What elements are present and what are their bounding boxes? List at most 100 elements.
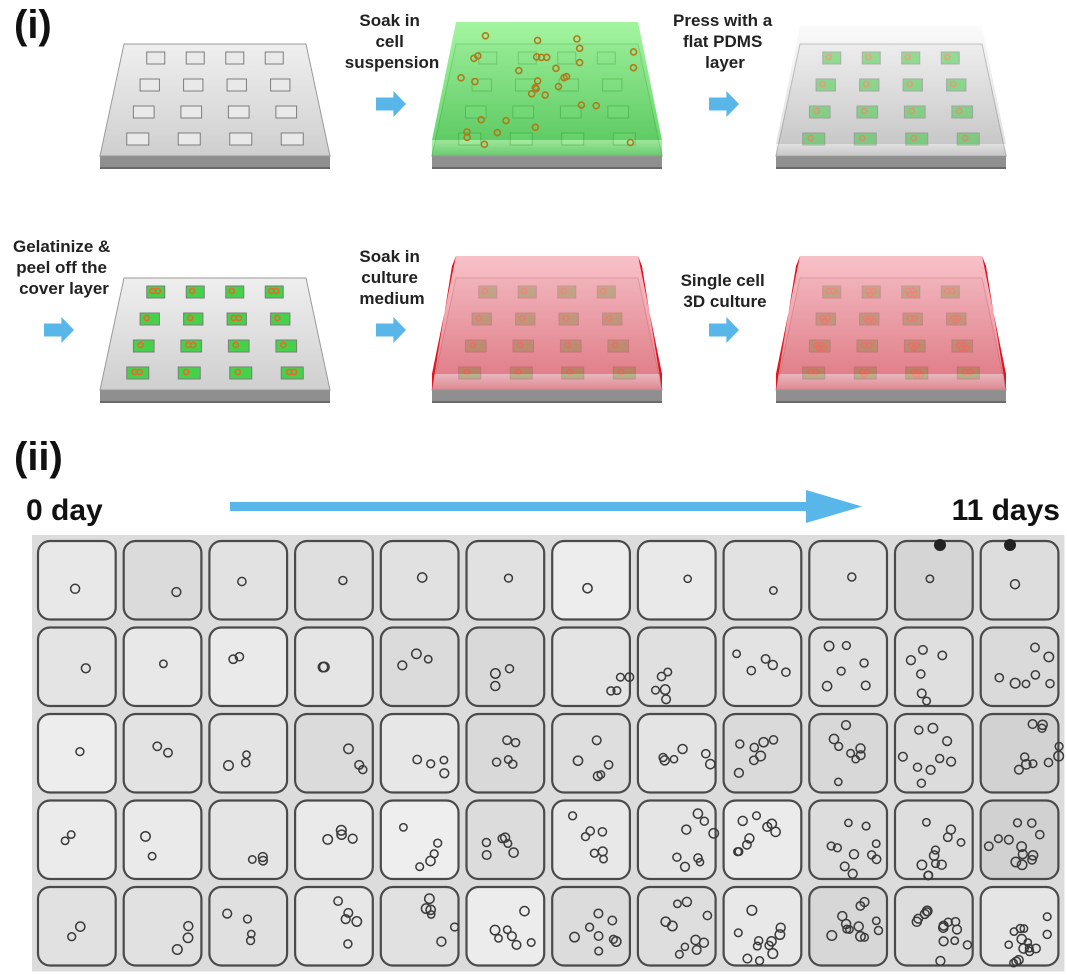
cell-image <box>481 849 492 861</box>
cell-image <box>584 922 595 932</box>
cell-image <box>503 573 514 583</box>
cell-image <box>846 748 856 758</box>
micro-well-image <box>636 712 717 794</box>
cell-image <box>1004 940 1014 950</box>
cell-image <box>917 644 928 655</box>
cell-image <box>343 743 354 755</box>
cell-image <box>679 861 691 872</box>
cell-image <box>510 737 521 748</box>
cell-image <box>744 833 755 844</box>
suspended-cell <box>629 63 638 72</box>
cell-image <box>624 672 635 683</box>
suspended-cell <box>532 53 541 61</box>
cell-image <box>925 764 936 776</box>
micro-well <box>146 51 166 65</box>
cell-image <box>397 660 408 671</box>
cell-image <box>152 741 163 752</box>
step-3-label: Gelatinize & peel off the cover layer <box>13 237 115 298</box>
cell-image <box>358 764 368 775</box>
suspended-cell <box>474 52 482 60</box>
medium-layer-front <box>432 140 662 156</box>
step-arrows <box>44 91 739 343</box>
debris-speck <box>1004 539 1016 551</box>
cell <box>234 368 242 376</box>
cell-image <box>426 759 436 769</box>
micro-well-image <box>551 712 632 794</box>
cell-image <box>610 936 622 947</box>
cell-image <box>594 946 604 956</box>
cell-image <box>704 758 716 770</box>
panel-ii-label: (ii) <box>14 435 63 479</box>
cell-image <box>930 845 941 855</box>
micro-well-image <box>893 626 974 708</box>
micro-well-image <box>893 712 974 794</box>
cell-image <box>823 640 835 652</box>
cell-image <box>922 696 932 706</box>
cell-image <box>423 654 433 664</box>
cell-image <box>420 903 432 915</box>
suspended-cell <box>541 91 549 99</box>
micro-well-image <box>208 885 289 967</box>
cell-image <box>163 747 173 758</box>
cell-image <box>171 943 183 956</box>
micro-well-image <box>722 626 803 708</box>
cell-image <box>1023 938 1033 947</box>
cell-image <box>343 939 353 949</box>
cell-image <box>436 936 447 947</box>
micro-well <box>139 78 160 92</box>
micro-well-image <box>379 626 460 708</box>
micro-well-image <box>379 539 460 621</box>
cell-image <box>683 574 693 584</box>
suspended-cell <box>471 77 479 86</box>
cell-image <box>758 736 769 748</box>
cell-image <box>661 694 672 705</box>
suspended-cell <box>592 101 600 110</box>
cell-image <box>855 750 866 761</box>
cell-image <box>951 924 963 935</box>
suspended-cell <box>481 32 490 40</box>
cell <box>189 341 197 349</box>
suspended-cell <box>531 83 540 92</box>
cell-image <box>608 934 619 944</box>
cell-image <box>741 839 752 850</box>
cell-image <box>767 948 779 960</box>
step-arrow <box>709 317 739 343</box>
chip-base-side <box>432 390 662 402</box>
chip-base-side <box>776 156 1006 168</box>
cell-image <box>919 908 930 920</box>
chip-3d-culture <box>775 256 1007 403</box>
cell-image <box>834 741 844 752</box>
cell-image <box>1042 912 1052 922</box>
suspended-cell <box>552 64 560 73</box>
cell-image <box>923 870 934 881</box>
cell-image <box>140 830 151 842</box>
cell-image <box>859 932 870 942</box>
chip-base-side <box>100 390 330 402</box>
cell-image <box>941 735 953 747</box>
cell <box>136 368 144 376</box>
cell-image <box>502 735 513 746</box>
cell-image <box>860 680 871 691</box>
micro-well-image <box>808 626 889 708</box>
micro-well-image <box>979 885 1060 967</box>
cell-image <box>672 899 682 909</box>
micro-well <box>280 132 304 146</box>
cell-image <box>591 735 602 746</box>
micro-well <box>225 51 245 65</box>
cell-image <box>871 854 882 865</box>
micro-well <box>226 78 247 92</box>
cell-image <box>1034 829 1045 840</box>
cell-image <box>1009 578 1021 590</box>
micro-well <box>264 51 284 65</box>
cell-image <box>770 826 781 838</box>
cell-image <box>1027 719 1038 730</box>
cell-image <box>836 666 846 676</box>
cell-image <box>1017 849 1028 860</box>
micro-well-image <box>208 539 289 621</box>
micro-well-image <box>122 885 203 967</box>
cell-image <box>749 742 760 753</box>
micro-well-image <box>893 799 974 881</box>
cell-image <box>680 942 690 952</box>
step-5-label: Single cell 3D culture <box>681 271 770 311</box>
cell-image <box>1019 924 1029 934</box>
